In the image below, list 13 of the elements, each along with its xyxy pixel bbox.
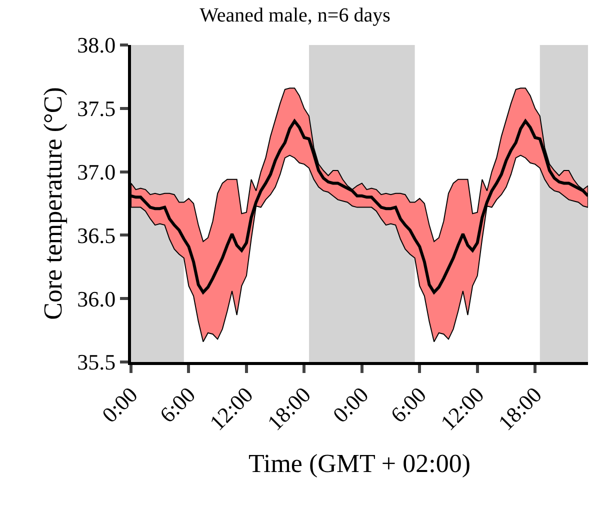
y-tick-label: 35.5 <box>77 350 116 375</box>
y-axis-title: Core temperature (°C) <box>38 87 68 320</box>
y-tick-label: 37.5 <box>77 96 116 122</box>
y-tick-label: 38.0 <box>77 32 116 58</box>
x-tick-label: 0:00 <box>96 382 142 428</box>
y-tick-label: 37.0 <box>77 160 116 184</box>
x-tick-label: 6:00 <box>386 382 431 428</box>
y-tick-label: 36.5 <box>77 222 116 248</box>
chart-title: Weaned male, n=6 days <box>200 4 391 27</box>
x-axis-title: Time (GMT + 02:00) <box>248 448 470 478</box>
x-tick-label: 6:00 <box>154 382 200 428</box>
x-tick-label: 0:00 <box>328 382 374 428</box>
y-tick-label: 36.0 <box>77 286 116 312</box>
